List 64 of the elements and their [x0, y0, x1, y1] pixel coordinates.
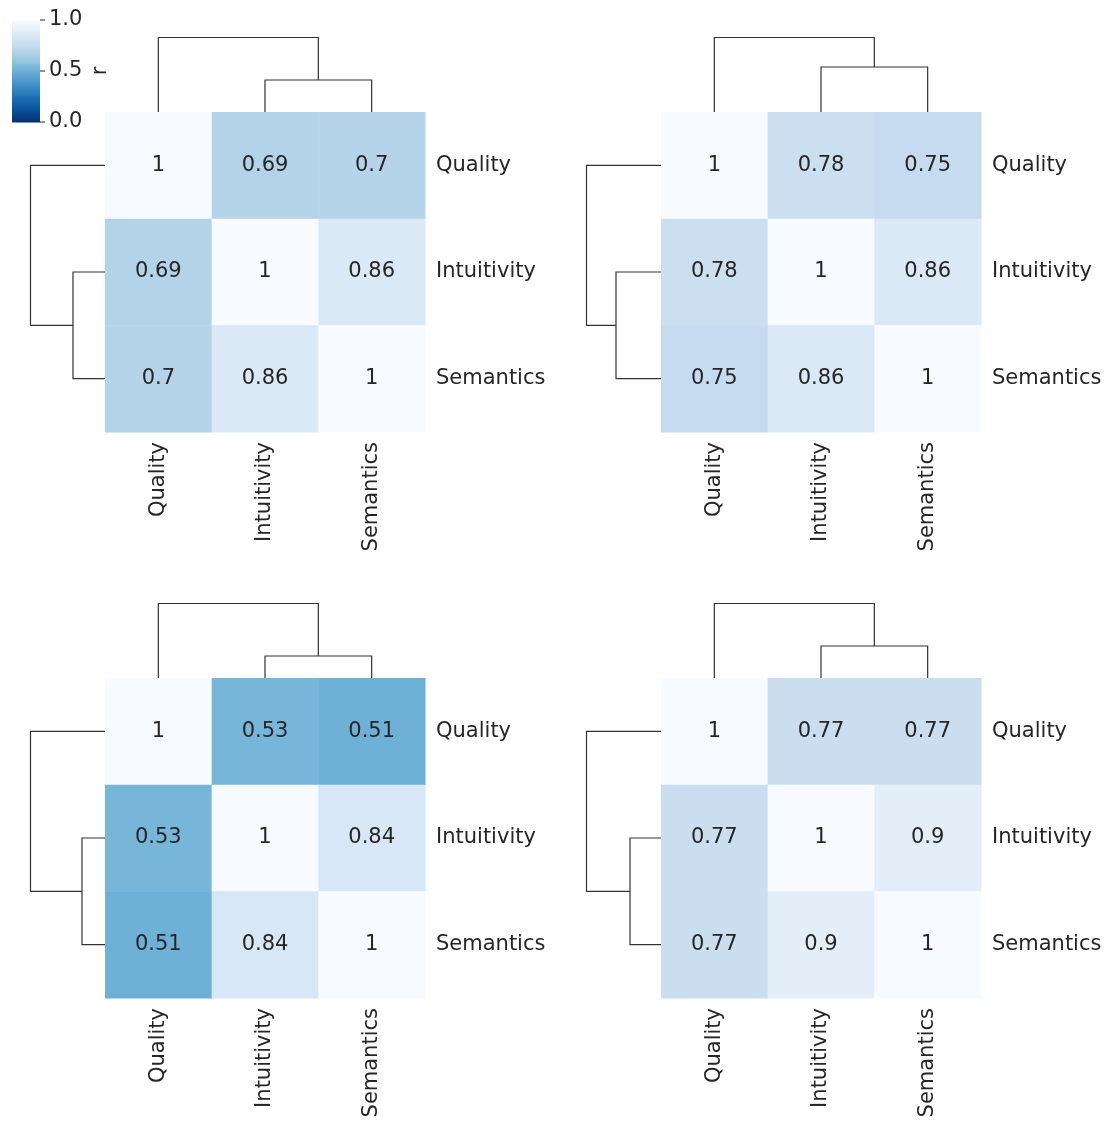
data-label: 1	[151, 151, 166, 176]
y-tick-label: Quality	[992, 717, 1068, 742]
x-tick-label: Quality	[144, 442, 169, 518]
x-tick-label: Intuitivity	[251, 1008, 276, 1108]
data-label: 1	[364, 365, 379, 390]
data-label: 0.7	[141, 365, 176, 390]
y-tick-label: Quality	[436, 717, 512, 742]
data-label: 0.75	[690, 365, 738, 390]
data-label: 0.84	[241, 931, 289, 956]
data-label: 1	[920, 931, 935, 956]
x-tick-label: Intuitivity	[807, 1008, 832, 1108]
y-tick-label: Semantics	[436, 931, 546, 956]
x-tick-label: Intuitivity	[251, 442, 276, 542]
data-label: 0.9	[804, 931, 838, 956]
data-label: 1	[707, 151, 722, 176]
color-bar-label: 0.5	[49, 57, 83, 82]
data-label: 0.77	[797, 717, 845, 742]
data-label: 0.51	[134, 931, 182, 956]
data-label: 0.69	[134, 258, 182, 283]
data-label: 1	[707, 717, 722, 742]
data-label: 0.84	[348, 824, 396, 849]
color-bar-label: 1.0	[49, 6, 83, 31]
data-label: 0.75	[904, 151, 952, 176]
data-label: 0.7	[354, 151, 389, 176]
data-label: 0.86	[797, 365, 845, 390]
y-tick-label: Semantics	[992, 931, 1102, 956]
y-tick-label: Intuitivity	[436, 258, 536, 283]
x-tick-label: Intuitivity	[807, 442, 832, 542]
data-label: 0.77	[690, 931, 738, 956]
data-label: 0.77	[690, 824, 738, 849]
x-tick-label: Semantics	[914, 442, 939, 552]
data-label: 0.78	[797, 151, 845, 176]
data-label: 1	[364, 931, 379, 956]
y-tick-label: Intuitivity	[992, 258, 1092, 283]
data-label: 1	[920, 365, 935, 390]
y-tick-label: Quality	[992, 151, 1068, 176]
data-label: 1	[814, 258, 828, 283]
data-label: 1	[258, 258, 272, 283]
data-label: 0.78	[690, 258, 738, 283]
y-tick-label: Intuitivity	[992, 824, 1092, 849]
data-label: 0.53	[241, 717, 289, 742]
data-label: 1	[814, 824, 828, 849]
y-tick-label: Semantics	[992, 365, 1102, 390]
data-label: 0.86	[904, 258, 952, 283]
data-label: 0.77	[904, 717, 952, 742]
data-label: 0.86	[241, 365, 289, 390]
data-label: 0.51	[348, 717, 396, 742]
y-tick-label: Quality	[436, 151, 512, 176]
y-tick-label: Semantics	[436, 365, 546, 390]
data-label: 0.53	[134, 824, 182, 849]
x-tick-label: Quality	[144, 1008, 169, 1084]
data-label: 1	[151, 717, 166, 742]
x-tick-label: Semantics	[358, 442, 383, 552]
x-tick-label: Quality	[700, 1008, 725, 1084]
x-tick-label: Quality	[700, 442, 725, 518]
color-bar-title: r	[87, 66, 112, 76]
data-label: 1	[258, 824, 272, 849]
data-label: 0.9	[910, 824, 945, 849]
x-tick-label: Semantics	[914, 1008, 939, 1118]
data-label: 0.69	[241, 151, 289, 176]
data-label: 0.86	[348, 258, 396, 283]
y-tick-label: Intuitivity	[436, 824, 536, 849]
color-bar-label: 0.0	[49, 108, 83, 133]
x-tick-label: Semantics	[358, 1008, 383, 1118]
